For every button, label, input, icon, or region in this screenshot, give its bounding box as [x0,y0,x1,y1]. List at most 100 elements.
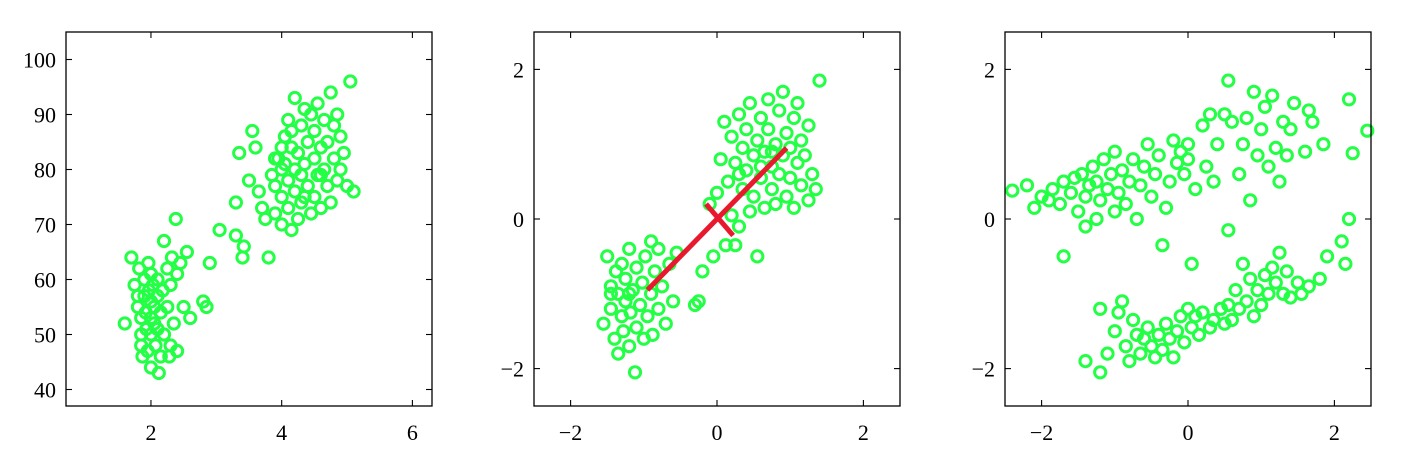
data-point [1232,167,1247,182]
data-point [1158,200,1174,215]
y-tick-label: −2 [501,357,524,382]
data-point [797,148,812,163]
data-point [717,114,732,129]
data-point [1085,159,1100,174]
data-point [638,249,653,264]
data-point [261,250,276,265]
data-point [1151,148,1166,163]
data-point [1169,324,1185,339]
data-point [323,195,338,210]
data-point [1111,305,1126,320]
data-point [1173,144,1188,159]
data-point [812,73,827,88]
data-point [255,200,270,216]
data-point [655,279,670,294]
data-point [603,286,619,301]
data-point [772,103,787,118]
data-point [228,195,243,210]
data-point [300,178,315,194]
data-point [1202,107,1218,122]
axes-frame [1004,31,1372,407]
data-point [695,264,710,279]
data-point [761,122,776,137]
data-point [1320,249,1335,264]
data-point [1341,92,1357,107]
data-point [1158,316,1174,331]
data-point [666,294,681,309]
data-point [1074,167,1090,182]
data-point [640,309,655,324]
data-point [1180,137,1196,152]
x-tick-label: −2 [559,420,582,445]
data-point [627,365,643,380]
data-point [166,316,181,331]
data-point [1177,167,1192,182]
data-point [199,299,214,315]
data-point [1107,204,1122,219]
data-point [1210,137,1225,152]
data-point [603,301,619,316]
data-point [801,118,816,133]
data-point [1254,122,1269,137]
data-point [1180,152,1196,167]
scatter-points [596,73,827,380]
data-point [1360,123,1375,138]
data-point [1272,174,1287,189]
data-point [333,129,348,144]
data-point [1166,350,1181,365]
data-point [1188,182,1203,197]
data-point [268,206,283,221]
data-point [1276,286,1291,301]
y-tick-label: 60 [34,268,56,293]
data-point [658,316,673,331]
data-point [1067,170,1082,185]
data-point [1027,200,1042,215]
data-point [790,155,805,170]
data-point [1221,223,1236,238]
x-tick-label: −2 [1030,420,1053,445]
y-tick-label: 90 [34,103,56,128]
data-point [603,279,619,294]
data-point [1126,152,1141,167]
data-point [625,283,640,298]
data-point [168,211,183,227]
data-point [783,170,798,185]
data-point [183,310,198,326]
data-point [623,305,638,320]
data-point [1261,159,1276,174]
data-point [1188,309,1203,324]
data-point [764,144,780,159]
data-point [236,239,251,254]
data-point [245,123,260,139]
data-point [346,184,361,199]
data-point [124,250,139,265]
data-point [160,299,175,315]
data-point [326,118,342,133]
data-point [1126,312,1141,328]
scatter-points [117,74,361,381]
data-point [1257,268,1273,283]
data-point [805,167,820,182]
data-point [304,107,319,122]
data-point [1191,327,1207,342]
x-tick-label: 0 [712,420,723,445]
data-point [600,249,615,264]
data-point [1166,133,1181,148]
data-point [768,196,783,212]
data-point [611,346,626,361]
data-point [614,256,629,271]
data-point [1019,178,1035,193]
data-point [1133,178,1148,193]
data-point [1235,137,1251,152]
data-point [1089,174,1104,189]
panel-1: 2 4 6 40 50 60 70 80 90 100 [23,31,433,445]
data-point [330,107,345,122]
data-point [633,297,648,313]
data-point [742,204,758,219]
data-point [163,277,178,293]
principal-component-minor [704,202,735,238]
data-point [1301,279,1316,294]
data-point [764,182,780,197]
data-point [1129,211,1144,227]
data-point [300,134,315,150]
